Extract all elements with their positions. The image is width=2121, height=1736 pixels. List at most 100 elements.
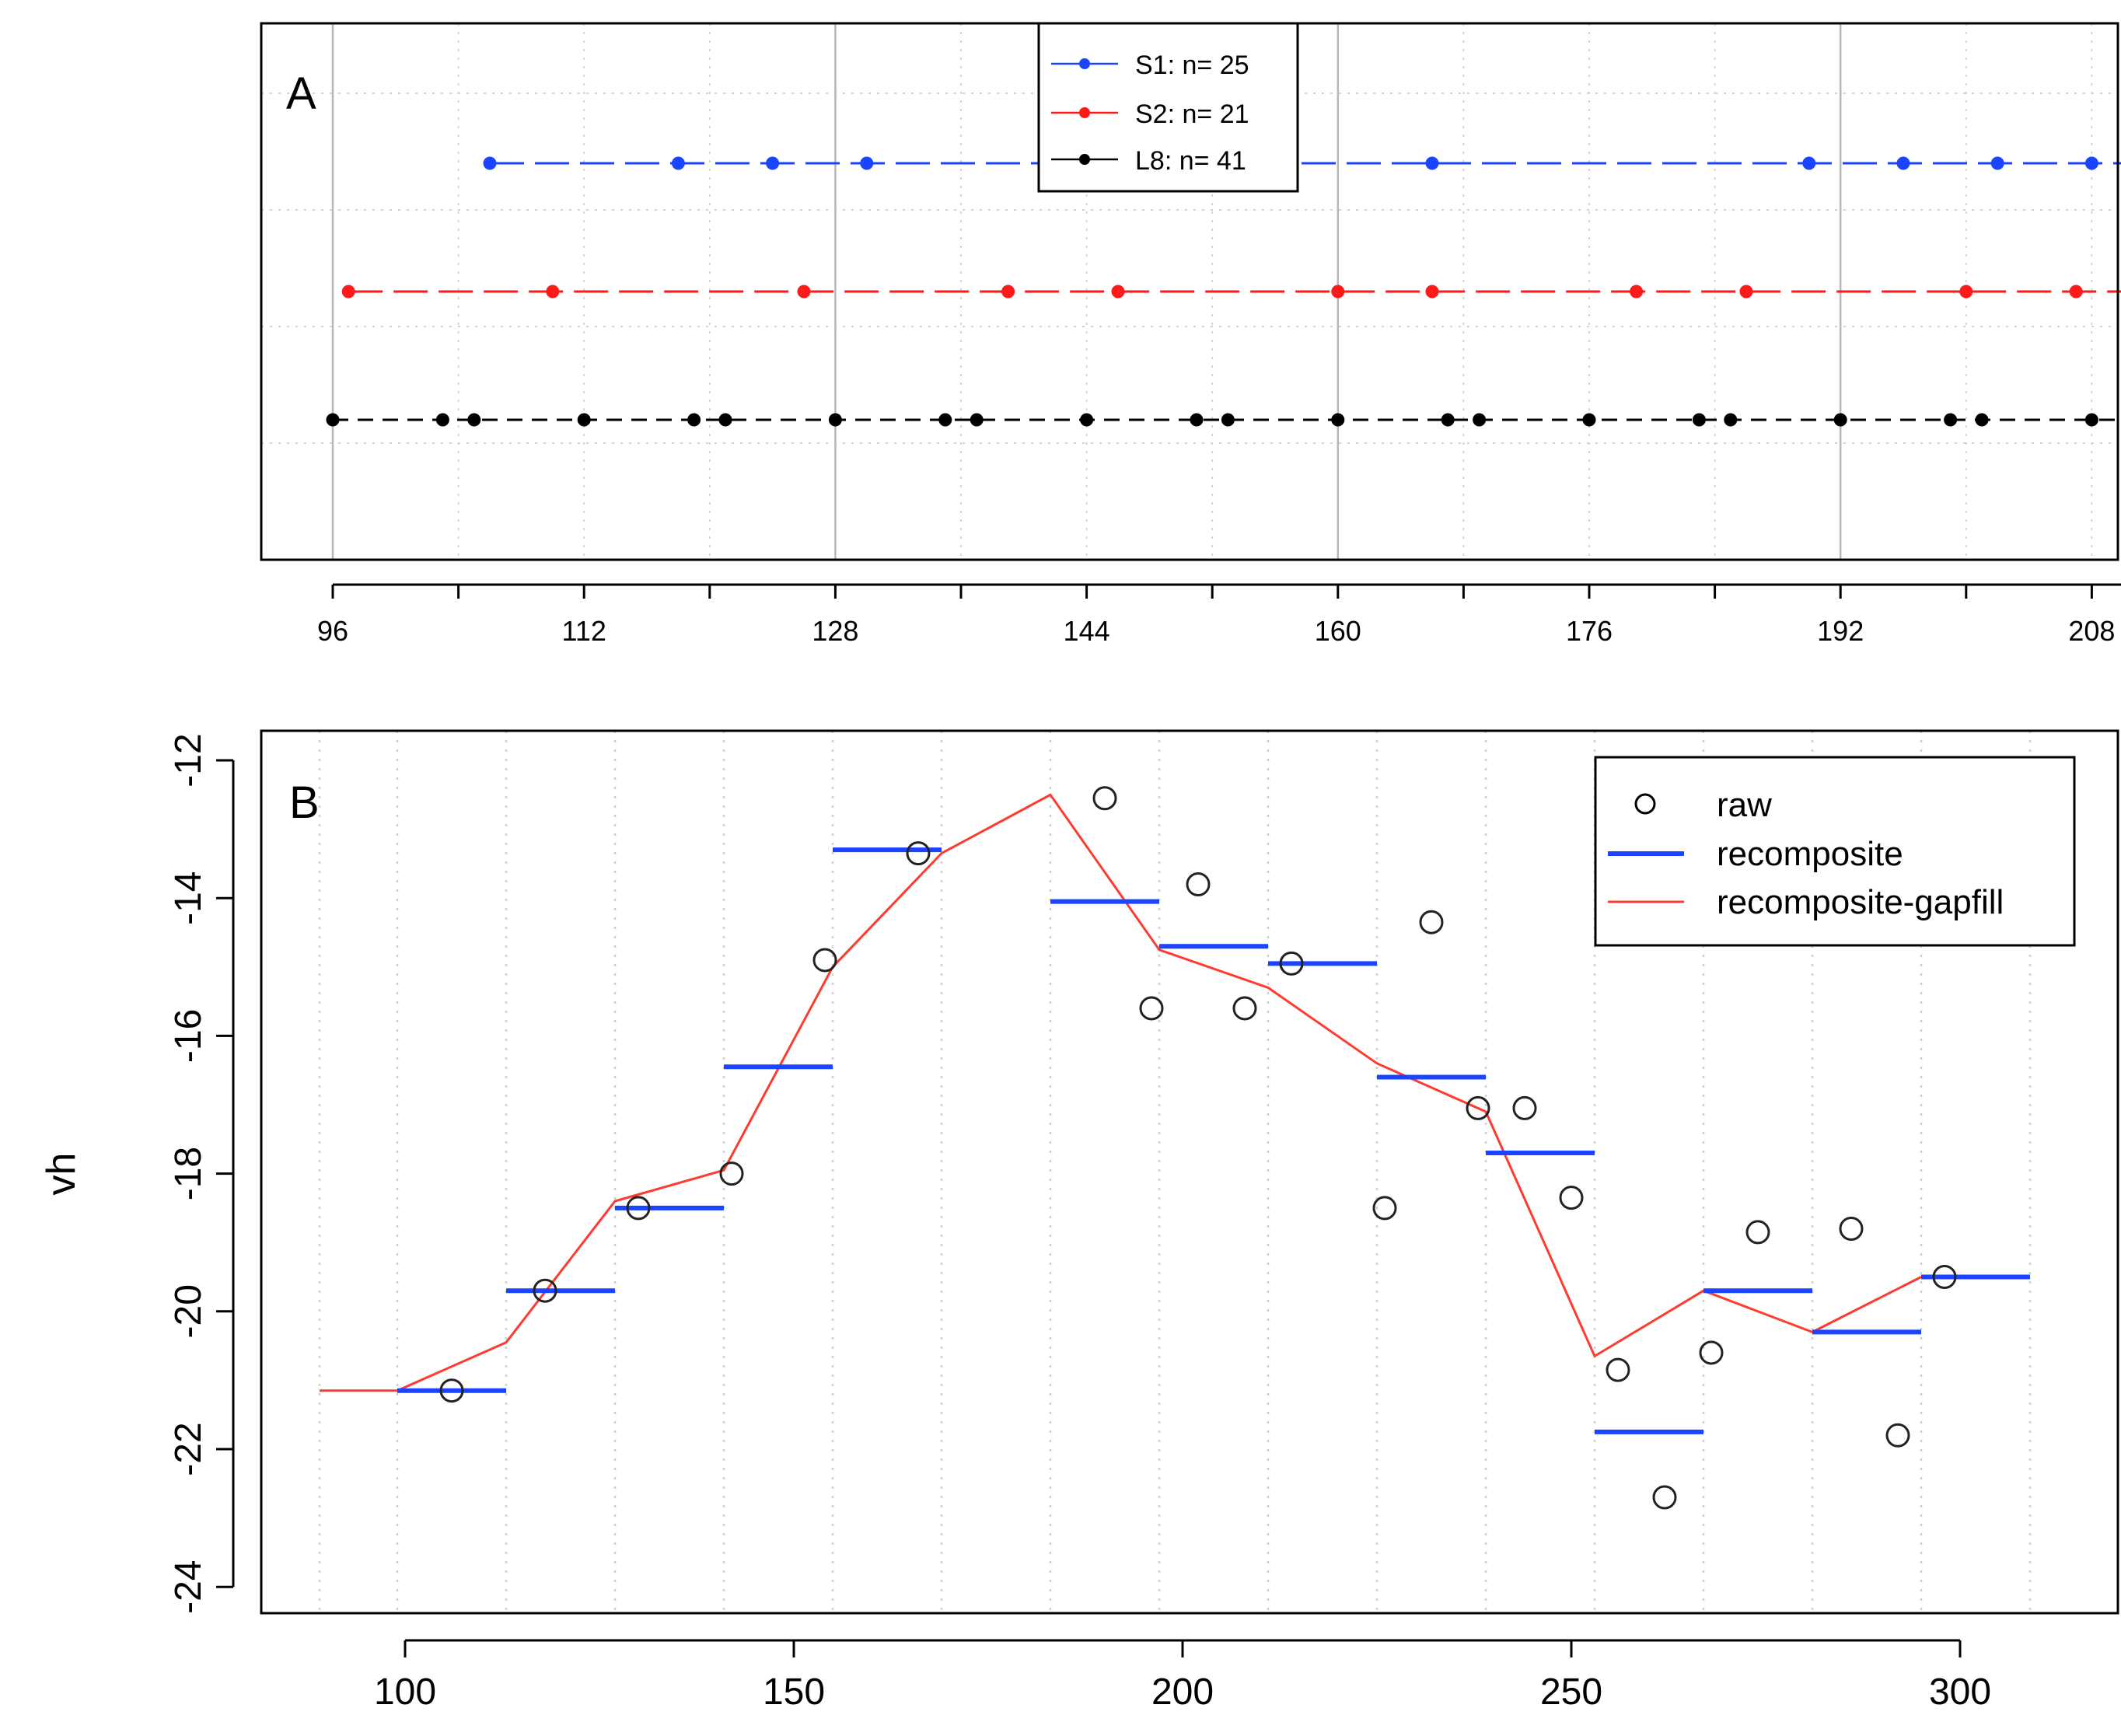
series-s1-point-6 (1425, 156, 1439, 170)
panel-b-y-tick-label--24: -24 (168, 1560, 209, 1614)
panel-b-y-axis: -12 -14 -16 -18 -20 -22 -24 (168, 733, 235, 1614)
raw-point-16 (1606, 1357, 1630, 1382)
raw-point-2 (626, 1196, 651, 1221)
raw-point-8 (1186, 871, 1211, 896)
series-l8-point-3 (577, 413, 591, 427)
panel-a-label: A (286, 68, 316, 119)
raw-point-20 (1839, 1216, 1864, 1241)
legend-s2-label: S2: n= 21 (1135, 100, 1249, 129)
series-l8-point-6 (828, 413, 842, 427)
legend-recomposite-label: recomposite (1717, 835, 1903, 873)
legend-recomposite-gapfill-label: recomposite-gapfill (1717, 883, 2004, 921)
series-l8-point-5 (718, 413, 732, 427)
panel-a-x-tick-label-128: 128 (812, 615, 858, 647)
series-s2-point-8 (1739, 285, 1753, 299)
series-s2-point-6 (1425, 285, 1439, 299)
panel-a-x-tick-label-112: 112 (561, 615, 606, 647)
panel-a-x-tick-label-96: 96 (317, 615, 348, 647)
series-l8-point-8 (970, 413, 984, 427)
legend-l8-label: L8: n= 41 (1135, 146, 1246, 176)
panel-b: B -12-14-16-18-20-22-24 100 150 200 250 300 … (39, 729, 2119, 1713)
series-s2-point-10 (2069, 285, 2083, 299)
panel-b-y-tick-label--22: -22 (168, 1422, 209, 1476)
raw-point-4 (812, 948, 837, 973)
raw-point-7 (1139, 996, 1164, 1021)
series-l8-point-11 (1221, 413, 1235, 427)
panel-a-gridlines (261, 23, 2118, 560)
series-l8-point-17 (1724, 413, 1738, 427)
panel-a-x-tick-label-176: 176 (1566, 615, 1613, 647)
series-s2-point-4 (1111, 285, 1125, 299)
series-s2-point-9 (1959, 285, 1973, 299)
panel-b-recomposite-series (397, 847, 2030, 1434)
panel-b-y-tick-label--18: -18 (168, 1147, 209, 1200)
panel-b-x-tick-label-300: 300 (1929, 1671, 1991, 1713)
raw-point-3 (719, 1161, 744, 1186)
series-l8-point-1 (435, 413, 449, 427)
raw-point-15 (1559, 1186, 1584, 1210)
panel-b-x-tick-label-200: 200 (1151, 1671, 1214, 1713)
recomposite-gapfill-line (320, 793, 1922, 1392)
series-l8-point-18 (1833, 413, 1847, 427)
series-s1-point-1 (671, 156, 685, 170)
series-s2-point-3 (1001, 285, 1015, 299)
series-l8-point-2 (467, 413, 481, 427)
panel-b-y-axis-title: vh (39, 1153, 84, 1196)
panel-b-raw-series (439, 786, 1957, 1510)
panel-b-y-tick-label--12: -12 (168, 733, 209, 787)
panel-b-plot-frame (260, 729, 2119, 1615)
series-l8-point-20 (1975, 413, 1989, 427)
raw-point-18 (1699, 1340, 1724, 1365)
legend-raw-label: raw (1717, 786, 1772, 824)
panel-a-legend: S1: n= 25 S2: n= 21 L8: n= 41 (1037, 22, 1299, 193)
legend-l8-marker (1079, 154, 1090, 165)
series-l8-point-15 (1582, 413, 1596, 427)
series-s2-point-1 (546, 285, 560, 299)
raw-point-9 (1232, 996, 1257, 1021)
series-l8-point-14 (1473, 413, 1487, 427)
panel-b-legend: raw recomposite recomposite-gapfill (1594, 756, 2076, 947)
raw-point-13 (1466, 1095, 1490, 1120)
legend-s1-label: S1: n= 25 (1135, 51, 1249, 80)
panel-b-x-axis: 100 150 200 250 300 (374, 1639, 1991, 1713)
legend-s2-marker (1079, 107, 1090, 118)
series-s2-point-0 (341, 285, 355, 299)
series-s1-point-3 (860, 156, 874, 170)
raw-point-21 (1885, 1423, 1910, 1448)
legend-raw-marker (1634, 793, 1656, 815)
series-s1-point-10 (2084, 156, 2098, 170)
panel-a: A 96112128144160176192208224240256272288… (260, 22, 2121, 647)
raw-point-17 (1652, 1485, 1677, 1510)
raw-point-19 (1745, 1220, 1770, 1245)
panel-a-x-axis: 9611212814416017619220822424025627228830… (317, 583, 2121, 647)
raw-point-1 (533, 1278, 557, 1303)
series-l8-point-13 (1441, 413, 1455, 427)
raw-point-5 (906, 841, 931, 866)
raw-point-6 (1092, 786, 1117, 811)
series-l8-point-0 (326, 413, 340, 427)
panel-b-x-tick-label-100: 100 (374, 1671, 436, 1713)
panel-b-y-tick-label--14: -14 (168, 871, 209, 925)
panel-b-label: B (289, 777, 320, 828)
series-s1-point-9 (1990, 156, 2004, 170)
series-s1-point-0 (483, 156, 497, 170)
raw-point-11 (1372, 1196, 1397, 1221)
series-l8-point-10 (1190, 413, 1204, 427)
panel-b-x-tick-label-150: 150 (763, 1671, 825, 1713)
series-s1-point-2 (766, 156, 780, 170)
panel-a-series (326, 156, 2121, 427)
panel-a-x-tick-label-144: 144 (1064, 615, 1110, 647)
series-s1-point-8 (1896, 156, 1910, 170)
series-l8-point-19 (1944, 413, 1958, 427)
series-l8-point-4 (687, 413, 701, 427)
series-l8-point-16 (1692, 413, 1706, 427)
series-s1-point-7 (1802, 156, 1816, 170)
panel-a-x-tick-label-192: 192 (1817, 615, 1864, 647)
panel-b-y-tick-label--16: -16 (168, 1009, 209, 1063)
raw-point-10 (1279, 951, 1304, 976)
series-l8-point-21 (2084, 413, 2098, 427)
raw-point-0 (439, 1378, 464, 1403)
panel-b-x-tick-label-250: 250 (1540, 1671, 1602, 1713)
series-s2-point-7 (1630, 285, 1644, 299)
